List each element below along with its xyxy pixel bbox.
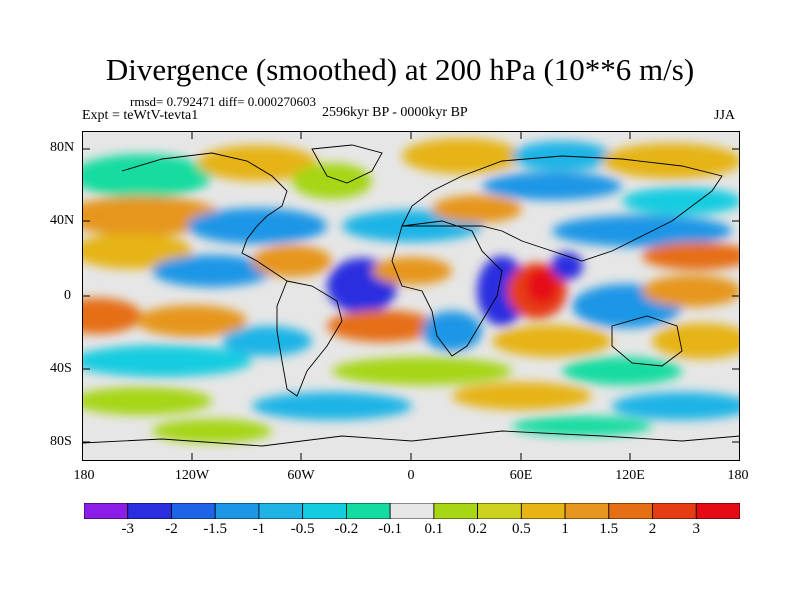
lat-label-40s: 40S — [50, 361, 72, 376]
coastline-greenland — [311, 144, 383, 184]
lon-label-0: 0 — [407, 468, 415, 483]
coastline-eurasia — [401, 155, 723, 262]
season-label: JJA — [714, 108, 736, 123]
colorbar-label: 0.1 — [424, 521, 444, 537]
lat-label-40n: 40N — [50, 213, 75, 228]
lon-label-120w: 120W — [174, 468, 210, 483]
lat-label-80s: 80S — [50, 434, 72, 449]
coastline-north-america — [121, 152, 288, 282]
colorbar-label: 1.5 — [599, 521, 619, 537]
colorbar-label: 1 — [561, 521, 569, 537]
colorbar-label: -0.2 — [334, 521, 359, 537]
coastline-south-america — [276, 280, 343, 397]
map-ticks — [82, 131, 740, 461]
colorbar-label: -3 — [121, 521, 134, 537]
coastline-africa — [391, 220, 503, 357]
colorbar-swatch — [302, 503, 347, 519]
chart-title: Divergence (smoothed) at 200 hPa (10**6 … — [105, 52, 695, 87]
colorbar-swatch — [564, 503, 610, 519]
lon-label-120e: 120E — [615, 468, 645, 483]
lon-label-60w: 60W — [287, 468, 315, 483]
colorbar-label: 2 — [648, 521, 657, 537]
colorbar-swatch — [433, 503, 478, 519]
colorbar-swatch — [345, 503, 391, 519]
coastline-antarctica — [82, 430, 740, 447]
lat-label-eq: 0 — [64, 288, 71, 303]
colorbar-swatch — [477, 503, 522, 519]
colorbar-label: 3 — [692, 521, 701, 537]
experiment-label: Expt = teWtV-tevta1 — [82, 108, 199, 123]
colorbar-label: -1 — [252, 521, 266, 537]
colorbar-swatch — [258, 503, 304, 519]
colorbar-swatch — [214, 503, 260, 519]
colorbar-label: 0.5 — [511, 521, 531, 537]
lon-label-60e: 60E — [509, 468, 533, 483]
colorbar-label: 0.2 — [468, 521, 487, 537]
colorbar-label: -0.1 — [378, 521, 402, 537]
colorbar-label: -0.5 — [290, 521, 315, 537]
lon-label-180w: 180 — [73, 468, 95, 483]
colorbar-swatch — [695, 503, 740, 519]
colorbar-swatch — [608, 503, 653, 519]
period-label: 2596kyr BP - 0000kyr BP — [322, 105, 468, 120]
colorbar-swatch — [84, 503, 129, 519]
divergence-map — [82, 131, 740, 461]
coastline-australia — [611, 315, 683, 367]
colorbar-label: -2 — [165, 521, 178, 537]
lat-label-80n: 80N — [50, 140, 75, 155]
colorbar-label: -1.5 — [203, 521, 228, 537]
stats-text: rmsd= 0.792471 diff= 0.000270603 — [130, 94, 316, 109]
colorbar-swatch — [652, 503, 697, 519]
colorbar-swatch — [127, 503, 172, 519]
colorbar-swatch — [389, 503, 435, 519]
colorbar — [84, 503, 740, 519]
coastlines — [82, 144, 740, 447]
lon-label-180e: 180 — [727, 468, 749, 483]
colorbar-swatch — [520, 503, 566, 519]
colorbar-swatch — [171, 503, 216, 519]
